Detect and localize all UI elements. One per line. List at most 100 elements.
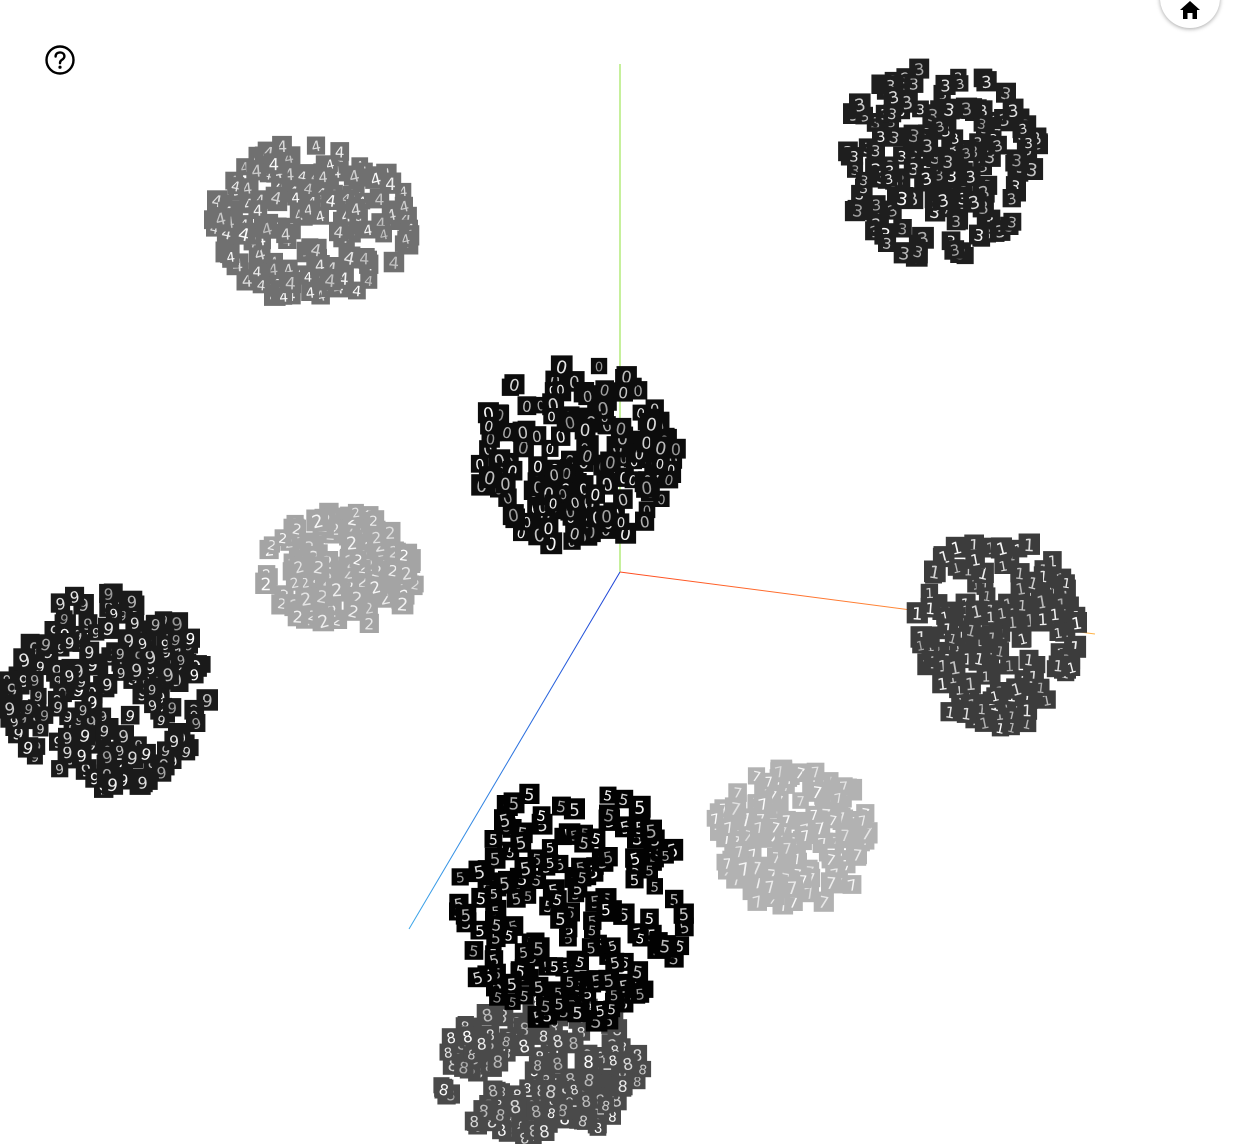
digit-sprite[interactable]: 1 bbox=[945, 536, 967, 559]
digit-sprite[interactable]: 2 bbox=[396, 562, 418, 584]
digit-sprite[interactable]: 3 bbox=[909, 241, 928, 262]
digit-sprite[interactable]: 7 bbox=[842, 875, 862, 895]
digit-sprite[interactable]: 9 bbox=[167, 631, 185, 650]
digit-sprite[interactable]: 5 bbox=[484, 848, 506, 869]
digit-sprite[interactable]: 3 bbox=[988, 135, 1007, 156]
digit-sprite[interactable]: 8 bbox=[578, 1050, 599, 1072]
digit-sprite[interactable]: 1 bbox=[1019, 649, 1039, 670]
digit-sprite[interactable]: 5 bbox=[489, 988, 507, 1007]
digit-sprite[interactable]: 5 bbox=[598, 969, 619, 991]
digit-sprite[interactable]: 5 bbox=[625, 870, 644, 889]
digit-sprite[interactable]: 3 bbox=[893, 219, 912, 239]
digit-sprite[interactable]: 8 bbox=[540, 1079, 562, 1103]
digit-sprite[interactable]: 4 bbox=[394, 196, 413, 217]
digit-sprite[interactable]: 5 bbox=[550, 908, 571, 929]
digit-sprite[interactable]: 1 bbox=[977, 667, 995, 686]
digit-sprite[interactable]: 9 bbox=[112, 664, 130, 682]
digit-sprite[interactable]: 7 bbox=[830, 789, 847, 808]
digit-sprite[interactable]: 2 bbox=[274, 529, 292, 547]
digit-sprite[interactable]: 0 bbox=[528, 456, 548, 477]
digit-sprite[interactable]: 5 bbox=[584, 921, 601, 940]
digit-sprite[interactable]: 3 bbox=[960, 166, 981, 187]
digit-sprite[interactable]: 9 bbox=[180, 628, 200, 649]
digit-sprite[interactable]: 1 bbox=[943, 656, 966, 680]
digit-sprite[interactable]: 4 bbox=[279, 271, 302, 295]
digit-sprite[interactable]: 7 bbox=[807, 781, 828, 803]
digit-sprite[interactable]: 2 bbox=[308, 556, 330, 578]
digit-sprite[interactable]: 5 bbox=[599, 786, 617, 806]
digit-sprite[interactable]: 9 bbox=[173, 651, 189, 670]
digit-sprite[interactable]: 3 bbox=[856, 171, 873, 190]
digit-sprite[interactable]: 9 bbox=[60, 633, 79, 653]
digit-sprite[interactable]: 5 bbox=[596, 899, 616, 920]
digit-sprite[interactable]: 4 bbox=[354, 248, 375, 268]
digit-sprite[interactable]: 4 bbox=[265, 186, 287, 209]
digit-sprite[interactable]: 8 bbox=[464, 1111, 484, 1132]
digit-sprite[interactable]: 3 bbox=[912, 100, 929, 119]
digit-sprite[interactable]: 2 bbox=[306, 509, 329, 534]
digit-sprite[interactable]: 1 bbox=[1045, 604, 1065, 624]
digit-sprite[interactable]: 9 bbox=[32, 720, 49, 738]
digit-sprite[interactable]: 8 bbox=[543, 1104, 560, 1123]
digit-sprite[interactable]: 4 bbox=[321, 190, 341, 211]
digit-sprite[interactable]: 8 bbox=[483, 1080, 503, 1102]
digit-sprite[interactable]: 4 bbox=[222, 248, 239, 267]
digit-sprite[interactable]: 9 bbox=[51, 760, 69, 779]
digit-sprite[interactable]: 8 bbox=[574, 1111, 593, 1131]
digit-sprite[interactable]: 3 bbox=[880, 170, 897, 188]
digit-sprite[interactable]: 3 bbox=[883, 104, 902, 124]
digit-sprite[interactable]: 3 bbox=[849, 93, 871, 117]
digit-sprite[interactable]: 1 bbox=[1010, 563, 1030, 584]
digit-sprite[interactable]: 2 bbox=[255, 572, 277, 596]
digit-sprite[interactable]: 9 bbox=[125, 613, 145, 633]
digit-sprite[interactable]: 9 bbox=[55, 610, 73, 629]
digit-sprite[interactable]: 9 bbox=[99, 583, 119, 604]
digit-sprite[interactable]: 5 bbox=[657, 847, 674, 865]
digit-sprite[interactable]: 3 bbox=[1002, 99, 1024, 121]
digit-sprite[interactable]: 8 bbox=[487, 1050, 509, 1072]
digit-sprite[interactable]: 9 bbox=[185, 665, 204, 684]
digit-sprite[interactable]: 3 bbox=[946, 211, 966, 231]
digit-sprite[interactable]: 9 bbox=[72, 745, 92, 766]
digit-sprite[interactable]: 8 bbox=[434, 1079, 454, 1100]
digit-sprite[interactable]: 9 bbox=[136, 743, 156, 765]
digit-sprite[interactable]: 9 bbox=[17, 737, 39, 759]
digit-sprite[interactable]: 1 bbox=[1048, 655, 1068, 676]
digit-sprite[interactable]: 7 bbox=[724, 797, 747, 821]
digit-sprite[interactable]: 3 bbox=[878, 233, 897, 253]
digit-sprite[interactable]: 4 bbox=[311, 206, 329, 226]
digit-sprite[interactable]: 4 bbox=[276, 224, 296, 244]
digit-sprite[interactable]: 0 bbox=[613, 382, 633, 403]
digit-sprite[interactable]: 0 bbox=[635, 511, 655, 532]
digit-sprite[interactable]: 2 bbox=[340, 531, 363, 555]
digit-sprite[interactable]: 5 bbox=[520, 887, 537, 905]
digit-sprite[interactable]: 9 bbox=[74, 725, 96, 747]
digit-sprite[interactable]: 4 bbox=[305, 238, 327, 261]
digit-sprite[interactable]: 7 bbox=[719, 818, 738, 838]
digit-sprite[interactable]: 2 bbox=[287, 606, 308, 627]
digit-sprite[interactable]: 3 bbox=[867, 195, 886, 214]
digit-sprite[interactable]: 1 bbox=[1049, 624, 1067, 642]
digit-sprite[interactable]: 3 bbox=[1021, 158, 1044, 182]
digit-sprite[interactable]: 3 bbox=[883, 86, 904, 108]
digit-sprite[interactable]: 9 bbox=[48, 697, 68, 718]
digit-sprite[interactable]: 9 bbox=[58, 727, 77, 748]
digit-sprite[interactable]: 3 bbox=[1003, 212, 1022, 232]
digit-sprite[interactable]: 3 bbox=[963, 190, 985, 215]
digit-sprite[interactable]: 8 bbox=[547, 1030, 568, 1052]
digit-sprite[interactable]: 5 bbox=[640, 908, 659, 929]
digit-sprite[interactable]: 1 bbox=[912, 637, 929, 655]
digit-sprite[interactable]: 0 bbox=[502, 504, 524, 526]
digit-sprite[interactable]: 2 bbox=[349, 550, 367, 570]
digit-sprite[interactable]: 9 bbox=[157, 663, 179, 687]
digit-sprite[interactable]: 4 bbox=[343, 165, 364, 187]
digit-sprite[interactable]: 0 bbox=[660, 470, 678, 490]
digit-sprite[interactable]: 3 bbox=[1002, 189, 1021, 209]
digit-sprite[interactable]: 3 bbox=[939, 98, 960, 121]
digit-sprite[interactable]: 5 bbox=[548, 890, 567, 910]
digit-sprite[interactable]: 1 bbox=[991, 642, 1010, 661]
digit-sprite[interactable]: 5 bbox=[673, 903, 694, 925]
digit-sprite[interactable]: 5 bbox=[486, 885, 503, 903]
digit-sprite[interactable]: 5 bbox=[598, 847, 618, 868]
digit-sprite[interactable]: 9 bbox=[79, 641, 100, 662]
